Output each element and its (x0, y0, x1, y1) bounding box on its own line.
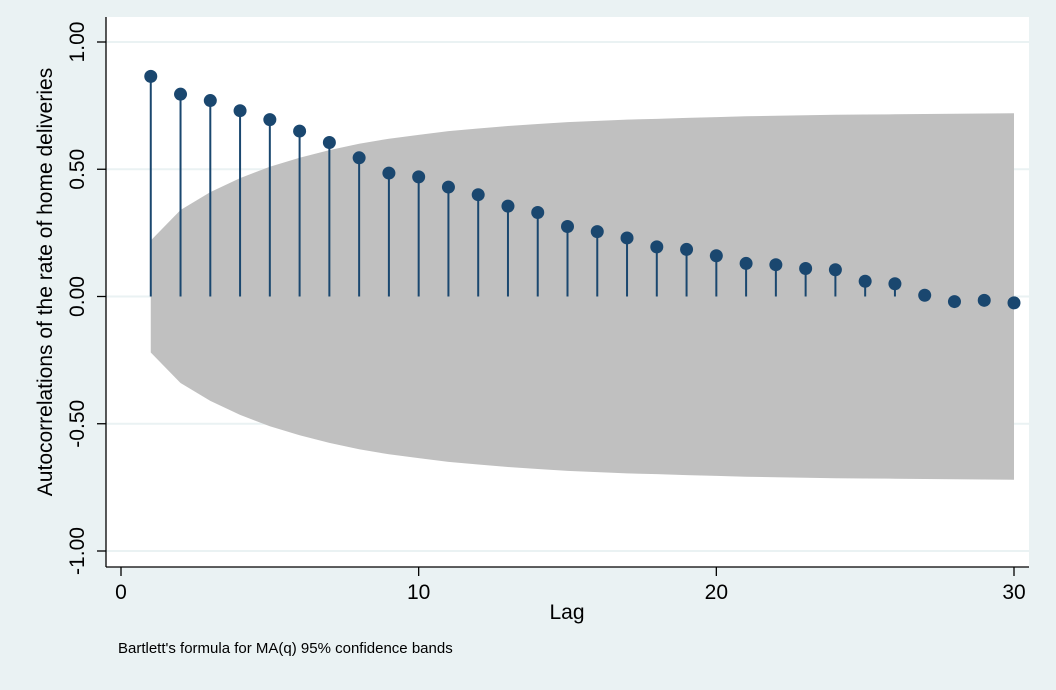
acf-point (233, 104, 247, 118)
y-tick-label: -0.50 (66, 400, 89, 448)
acf-point (1007, 296, 1021, 310)
x-axis-label: Lag (549, 601, 584, 624)
acf-point (888, 277, 902, 291)
acf-point (769, 258, 783, 272)
acf-point (382, 166, 396, 180)
y-tick-label: 0.00 (66, 276, 89, 317)
x-tick-label: 20 (705, 581, 728, 604)
acf-point (441, 180, 455, 194)
stems (149, 76, 1015, 303)
y-tick-label: 1.00 (66, 22, 89, 63)
x-tick-label: 30 (1002, 581, 1025, 604)
acf-point (412, 170, 426, 184)
acf-point (828, 263, 842, 277)
acf-point (203, 94, 217, 108)
acf-point (947, 295, 961, 309)
acf-point (174, 87, 188, 101)
acf-point (561, 220, 574, 234)
acf-point (918, 288, 932, 302)
axes (105, 17, 1029, 568)
chart-note: Bartlett's formula for MA(q) 95% confide… (118, 640, 453, 657)
y-tick-label: -1.00 (66, 527, 89, 575)
y-axis-label: Autocorrelations of the rate of home del… (34, 68, 57, 496)
acf-point (650, 240, 664, 254)
acf-point (531, 206, 545, 220)
acf-point (709, 249, 723, 263)
y-tick-label: 0.50 (66, 149, 89, 190)
acf-point (471, 188, 485, 202)
x-tick-label: 10 (407, 581, 430, 604)
acf-point (680, 242, 694, 256)
acf-point (144, 69, 158, 83)
acf-point (322, 136, 336, 150)
acf-point (858, 274, 872, 288)
acf-point (620, 231, 634, 245)
confidence-band (150, 113, 1014, 480)
markers (144, 69, 1021, 310)
acf-point (590, 225, 604, 239)
x-tick-label: 0 (115, 581, 127, 604)
x-ticks: 0 10 20 30 (115, 567, 1026, 604)
acf-point (739, 256, 753, 270)
acf-point (352, 151, 366, 165)
acf-point (263, 113, 277, 127)
y-ticks: -1.00 -0.50 0.00 0.50 1.00 (66, 22, 106, 575)
acf-point (799, 262, 813, 276)
acf-point (501, 199, 515, 213)
acf-point (293, 124, 307, 138)
acf-point (977, 293, 991, 307)
